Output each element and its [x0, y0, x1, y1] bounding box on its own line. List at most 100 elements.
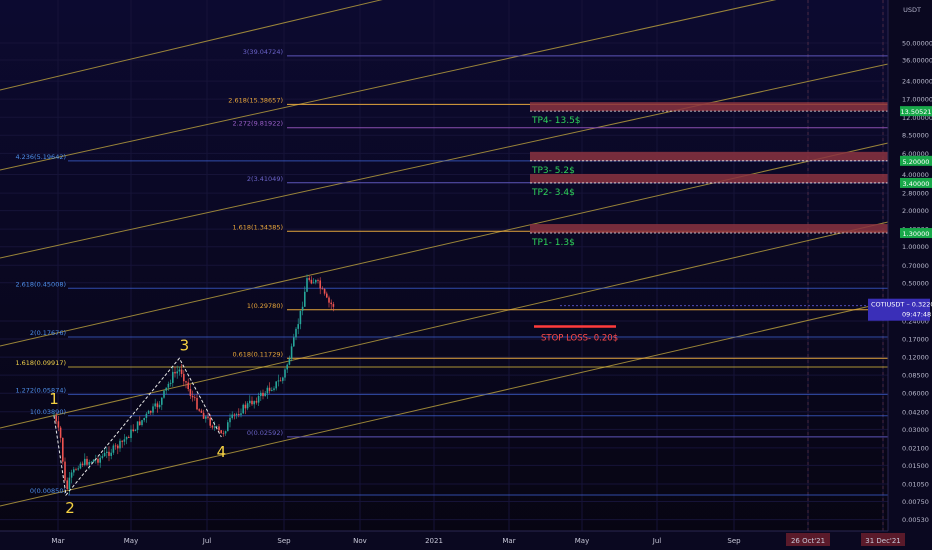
x-axis-panel [0, 531, 932, 550]
channel-line [0, 0, 383, 91]
candle-body [158, 404, 161, 408]
candle-body [270, 389, 273, 391]
fib-label-lower: 4.236(5.19642) [15, 153, 66, 161]
candle-body [136, 421, 139, 430]
candle-body [321, 288, 324, 290]
last-price-symbol: COTIUSDT – 0.32208 [871, 301, 932, 309]
channel-line [0, 301, 889, 507]
fib-label-upper: 2.272(9.81922) [232, 120, 283, 128]
candle-body [229, 417, 231, 423]
target-zone [530, 224, 888, 234]
candle-body [286, 364, 288, 370]
candle-body [262, 392, 264, 397]
y-tick-label: 0.12000 [902, 354, 929, 362]
candle-body [165, 387, 167, 391]
fib-label-upper: 0(0.02592) [247, 429, 283, 437]
candle-body [330, 302, 332, 305]
candle-body [182, 373, 185, 382]
wave-label: 3 [180, 336, 190, 354]
candle-body [222, 433, 225, 435]
y-tick-label: 8.50000 [902, 132, 929, 140]
x-tick-label: Nov [353, 537, 367, 545]
last-price-countdown: 09:47:48 [902, 311, 931, 319]
candle-body [171, 371, 174, 383]
candle-body [240, 413, 242, 415]
candle-body [169, 382, 172, 384]
y-axis-unit: USDT [903, 6, 921, 14]
y-tick-label: 0.08500 [902, 372, 929, 380]
candle-body [209, 417, 211, 426]
candle-body [284, 369, 286, 378]
x-tick-label: May [124, 537, 138, 545]
candle-body [213, 426, 216, 428]
target-label: TP2- 3.4$ [531, 188, 575, 198]
y-tick-label: 0.02100 [902, 444, 929, 452]
candle-body [299, 310, 302, 325]
candle-body [101, 456, 104, 458]
candle-body [218, 426, 220, 431]
candle-body [211, 425, 214, 428]
candle-body [97, 458, 99, 463]
candle-body [312, 282, 315, 284]
candle-body [75, 469, 77, 471]
candle-body [105, 451, 108, 453]
candle-body [237, 413, 240, 415]
candle-body [66, 480, 68, 490]
stop-loss-label: STOP LOSS- 0.20$ [541, 334, 618, 344]
tp-price-tag [900, 106, 932, 117]
candle-body [156, 403, 159, 408]
candle-body [191, 395, 194, 398]
y-tick-label: 2.80000 [902, 190, 929, 198]
fib-label-lower: 1.272(0.05874) [15, 386, 66, 394]
fib-label-upper: 3(39.04724) [243, 48, 283, 56]
candle-body [275, 381, 277, 389]
candle-body [279, 380, 282, 382]
target-zone [530, 151, 888, 161]
candle-body [103, 452, 106, 457]
x-tick-highlight [861, 533, 905, 546]
candle-body [145, 413, 148, 418]
y-tick-label: 12.00000 [902, 114, 932, 122]
candle-body [246, 403, 249, 409]
candle-body [306, 278, 308, 292]
tp-price-tag-text: 13.50521 [900, 108, 931, 116]
candle-body [233, 414, 236, 416]
y-tick-label: 50.00000 [902, 39, 932, 47]
candle-body [176, 371, 178, 374]
candle-body [189, 389, 192, 396]
candle-body [70, 472, 73, 478]
candle-body [196, 397, 198, 410]
candle-body [193, 397, 196, 399]
candle-body [273, 388, 275, 390]
x-tick-label: Jul [202, 537, 212, 545]
candle-body [187, 382, 189, 390]
y-tick-label: 2.00000 [902, 207, 929, 215]
candle-body [86, 458, 88, 465]
candle-body [244, 404, 247, 409]
candle-body [303, 291, 306, 307]
candle-body [119, 440, 121, 449]
candle-body [72, 469, 75, 473]
candle-body [64, 461, 66, 481]
y-tick-label: 0.03000 [902, 426, 929, 434]
candle-body [224, 431, 227, 434]
candle-body [108, 451, 110, 456]
y-tick-label: 0.06000 [902, 390, 929, 398]
x-tick-label: Mar [51, 537, 64, 545]
candle-body [317, 279, 319, 281]
candle-body [290, 346, 293, 359]
candle-body [215, 426, 218, 428]
y-axis-panel [888, 0, 932, 550]
wave-label: 4 [217, 443, 227, 461]
target-label: TP4- 13.5$ [531, 116, 581, 126]
y-tick-label: 0.00530 [902, 516, 929, 524]
tp-price-tag-text: 1.30000 [903, 230, 930, 238]
candle-body [59, 427, 62, 438]
candle-body [248, 400, 251, 404]
candle-body [281, 377, 284, 381]
candle-body [114, 445, 117, 447]
candle-body [88, 462, 90, 465]
y-tick-label: 24.00000 [902, 78, 932, 86]
